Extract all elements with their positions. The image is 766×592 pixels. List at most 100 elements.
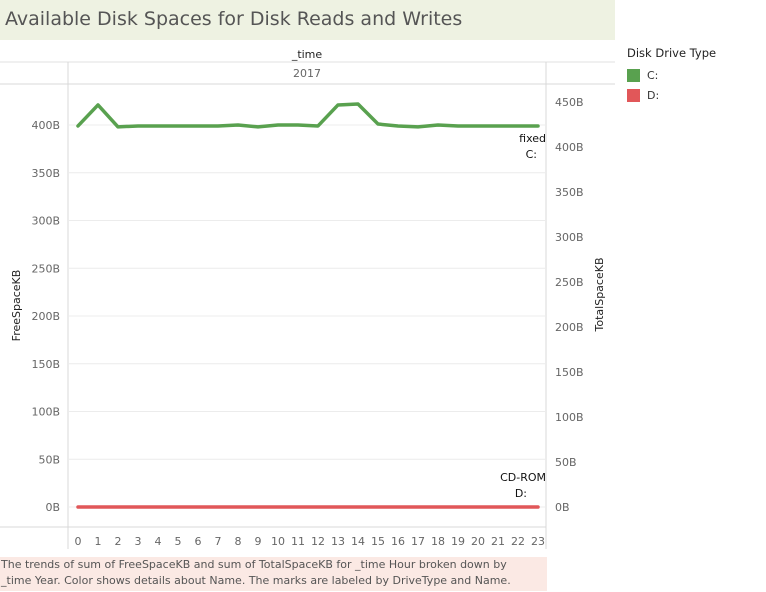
x-tick-label: 14 bbox=[351, 535, 365, 548]
data-point bbox=[336, 505, 340, 509]
data-point bbox=[396, 124, 400, 128]
x-tick-label: 13 bbox=[331, 535, 345, 548]
x-tick-label: 20 bbox=[471, 535, 485, 548]
data-point bbox=[176, 124, 180, 128]
title-bar: Available Disk Spaces for Disk Reads and… bbox=[0, 0, 615, 40]
y-left-tick-label: 400B bbox=[31, 119, 60, 132]
x-tick-label: 7 bbox=[215, 535, 222, 548]
data-point bbox=[496, 124, 500, 128]
mark-label-c-name: C: bbox=[526, 148, 537, 161]
data-point bbox=[236, 123, 240, 127]
caption-line-1: The trends of sum of FreeSpaceKB and sum… bbox=[1, 558, 507, 571]
y-left-axis-title: FreeSpaceKB bbox=[10, 270, 23, 342]
x-tick-label: 2 bbox=[115, 535, 122, 548]
y-left-tick-label: 150B bbox=[31, 358, 60, 371]
x-tick-label: 0 bbox=[75, 535, 82, 548]
y-left-tick-label: 0B bbox=[45, 501, 60, 514]
x-tick-label: 8 bbox=[235, 535, 242, 548]
data-point bbox=[236, 505, 240, 509]
data-point bbox=[496, 505, 500, 509]
data-point bbox=[216, 124, 220, 128]
data-point bbox=[436, 123, 440, 127]
y-left-tick-label: 50B bbox=[38, 453, 60, 466]
data-point bbox=[476, 124, 480, 128]
data-point bbox=[516, 124, 520, 128]
y-right-tick-label: 350B bbox=[555, 186, 584, 199]
caption: The trends of sum of FreeSpaceKB and sum… bbox=[0, 557, 547, 591]
data-point bbox=[136, 505, 140, 509]
data-point bbox=[136, 124, 140, 128]
x-tick-label: 15 bbox=[371, 535, 385, 548]
legend-swatch-d bbox=[627, 88, 640, 102]
line-chart: _time20170B50B100B150B200B250B300B350B40… bbox=[0, 48, 615, 549]
y-right-tick-label: 150B bbox=[555, 366, 584, 379]
mark-label-c-type: fixed bbox=[519, 132, 546, 145]
data-point bbox=[116, 125, 120, 129]
data-point bbox=[356, 505, 360, 509]
x-tick-label: 22 bbox=[511, 535, 525, 548]
x-tick-label: 21 bbox=[491, 535, 505, 548]
legend: Disk Drive Type C: D: bbox=[627, 46, 716, 105]
y-right-tick-label: 300B bbox=[555, 231, 584, 244]
data-point bbox=[376, 122, 380, 126]
header-year-label: 2017 bbox=[293, 67, 321, 80]
data-point bbox=[336, 103, 340, 107]
data-point bbox=[156, 124, 160, 128]
data-point bbox=[256, 505, 260, 509]
y-right-tick-label: 200B bbox=[555, 321, 584, 334]
x-tick-label: 1 bbox=[95, 535, 102, 548]
x-tick-label: 5 bbox=[175, 535, 182, 548]
data-point bbox=[276, 123, 280, 127]
data-point bbox=[436, 505, 440, 509]
data-point bbox=[296, 123, 300, 127]
data-point bbox=[536, 505, 540, 509]
legend-label-d: D: bbox=[647, 88, 660, 102]
data-point bbox=[276, 505, 280, 509]
y-right-tick-label: 50B bbox=[555, 456, 577, 469]
legend-item-c[interactable]: C: bbox=[627, 65, 716, 85]
x-tick-label: 3 bbox=[135, 535, 142, 548]
y-left-tick-label: 350B bbox=[31, 167, 60, 180]
x-tick-label: 12 bbox=[311, 535, 325, 548]
data-point bbox=[116, 505, 120, 509]
x-tick-label: 23 bbox=[531, 535, 545, 548]
data-point bbox=[196, 505, 200, 509]
data-point bbox=[216, 505, 220, 509]
x-tick-label: 18 bbox=[431, 535, 445, 548]
data-point bbox=[416, 505, 420, 509]
data-point bbox=[456, 124, 460, 128]
chart-title: Available Disk Spaces for Disk Reads and… bbox=[5, 8, 463, 30]
data-point bbox=[396, 505, 400, 509]
data-point bbox=[416, 125, 420, 129]
data-point bbox=[356, 102, 360, 106]
x-tick-label: 16 bbox=[391, 535, 405, 548]
x-tick-label: 9 bbox=[255, 535, 262, 548]
y-right-tick-label: 450B bbox=[555, 96, 584, 109]
data-point bbox=[536, 124, 540, 128]
legend-item-d[interactable]: D: bbox=[627, 85, 716, 105]
data-point bbox=[376, 505, 380, 509]
x-tick-label: 6 bbox=[195, 535, 202, 548]
x-tick-label: 4 bbox=[155, 535, 162, 548]
y-left-tick-label: 250B bbox=[31, 262, 60, 275]
data-point bbox=[456, 505, 460, 509]
legend-title: Disk Drive Type bbox=[627, 46, 717, 60]
y-right-tick-label: 250B bbox=[555, 276, 584, 289]
data-point bbox=[76, 505, 80, 509]
data-point bbox=[476, 505, 480, 509]
y-left-tick-label: 300B bbox=[31, 215, 60, 228]
data-point bbox=[176, 505, 180, 509]
data-point bbox=[516, 505, 520, 509]
x-tick-label: 17 bbox=[411, 535, 425, 548]
y-right-axis-title: TotalSpaceKB bbox=[593, 258, 606, 333]
x-tick-label: 19 bbox=[451, 535, 465, 548]
x-tick-label: 11 bbox=[291, 535, 305, 548]
data-point bbox=[316, 505, 320, 509]
data-point bbox=[156, 505, 160, 509]
series-line-c bbox=[76, 102, 540, 129]
y-right-tick-label: 100B bbox=[555, 411, 584, 424]
header-field-label: _time bbox=[291, 48, 323, 61]
data-point bbox=[96, 505, 100, 509]
data-point bbox=[296, 505, 300, 509]
y-right-tick-label: 0B bbox=[555, 501, 570, 514]
